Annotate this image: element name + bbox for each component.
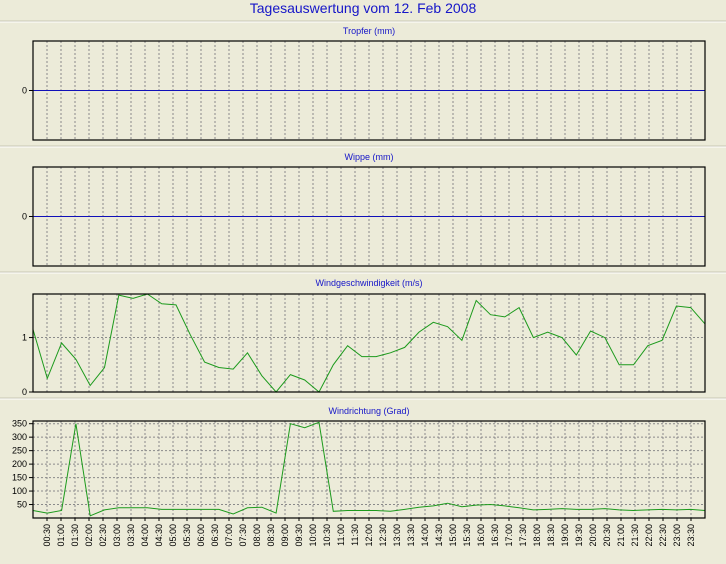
x-tick-label: 02:00 [84, 524, 94, 547]
panel-title: Windrichtung (Grad) [328, 406, 409, 416]
x-tick-label: 17:00 [504, 524, 514, 547]
y-tick-label: 200 [12, 459, 27, 469]
x-tick-label: 08:30 [266, 524, 276, 547]
panel-title: Wippe (mm) [345, 152, 394, 162]
x-tick-label: 01:30 [70, 524, 80, 547]
x-tick-label: 11:30 [350, 524, 360, 546]
x-tick-label: 05:00 [168, 524, 178, 547]
x-tick-label: 01:00 [56, 524, 66, 547]
x-tick-label: 06:30 [210, 524, 220, 547]
x-tick-label: 21:00 [616, 524, 626, 547]
y-tick-label: 0 [22, 387, 27, 397]
y-tick-label: 1 [22, 333, 27, 343]
x-tick-label: 12:30 [378, 524, 388, 547]
x-tick-label: 04:00 [140, 524, 150, 547]
x-tick-label: 05:30 [182, 524, 192, 547]
x-tick-label: 13:00 [392, 524, 402, 547]
x-tick-label: 12:00 [364, 524, 374, 547]
x-tick-label: 18:30 [546, 524, 556, 547]
series-line [32, 421, 706, 517]
x-tick-label: 17:30 [518, 524, 528, 547]
y-tick-label: 0 [22, 212, 27, 222]
chart-panel-1: Tropfer (mm) 0 [0, 20, 726, 141]
x-axis-labels: 00:30 01:00 01:30 02:00 02:30 03:00 03:30 04:00… [42, 518, 696, 547]
x-tick-label: 14:30 [434, 524, 444, 547]
y-tick-label: 50 [17, 500, 27, 510]
chart-panel-3: Windgeschwindigkeit (m/s) 0 1 [0, 271, 726, 397]
x-tick-label: 10:00 [308, 524, 318, 547]
x-tick-label: 14:00 [420, 524, 430, 547]
x-tick-label: 13:30 [406, 524, 416, 547]
x-tick-label: 02:30 [98, 524, 108, 547]
y-tick-label: 350 [12, 419, 27, 429]
x-tick-label: 11:00 [336, 524, 346, 546]
x-tick-label: 20:00 [588, 524, 598, 547]
y-tick-label: 100 [12, 486, 27, 496]
x-tick-label: 15:00 [448, 524, 458, 547]
x-tick-label: 10:30 [322, 524, 332, 547]
chart-panel-2: Wippe (mm) 0 [0, 145, 726, 267]
x-tick-label: 19:30 [574, 524, 584, 547]
panel-title: Windgeschwindigkeit (m/s) [315, 278, 422, 288]
x-tick-label: 19:00 [560, 524, 570, 547]
x-tick-label: 23:00 [672, 524, 682, 547]
x-tick-label: 16:30 [490, 524, 500, 547]
x-tick-label: 09:30 [294, 524, 304, 547]
x-tick-label: 03:00 [112, 524, 122, 547]
plot-frame [32, 293, 706, 393]
page-title: Tagesauswertung vom 12. Feb 2008 [249, 0, 477, 16]
y-tick-label: 300 [12, 432, 27, 442]
y-tick-label: 250 [12, 446, 27, 456]
x-tick-label: 00:30 [42, 524, 52, 547]
plot-frame [32, 166, 706, 267]
series-line [32, 293, 706, 393]
panel-title: Tropfer (mm) [343, 26, 395, 36]
x-tick-label: 07:00 [224, 524, 234, 547]
x-tick-label: 20:30 [602, 524, 612, 547]
x-tick-label: 07:30 [238, 524, 248, 547]
x-tick-label: 22:30 [658, 524, 668, 547]
x-tick-label: 04:30 [154, 524, 164, 547]
x-tick-label: 09:00 [280, 524, 290, 547]
x-tick-label: 21:30 [630, 524, 640, 547]
x-tick-label: 15:30 [462, 524, 472, 547]
x-tick-label: 23:30 [686, 524, 696, 547]
x-tick-label: 18:00 [532, 524, 542, 547]
plot-frame [32, 40, 706, 141]
y-tick-label: 150 [12, 473, 27, 483]
x-tick-label: 16:00 [476, 524, 486, 547]
x-tick-label: 03:30 [126, 524, 136, 547]
x-tick-label: 22:00 [644, 524, 654, 547]
y-tick-label: 0 [22, 86, 27, 96]
x-tick-label: 06:00 [196, 524, 206, 547]
x-tick-label: 08:00 [252, 524, 262, 547]
chart-panel-4: Windrichtung (Grad) 50 100 150 200 250 300 350 [0, 397, 726, 519]
